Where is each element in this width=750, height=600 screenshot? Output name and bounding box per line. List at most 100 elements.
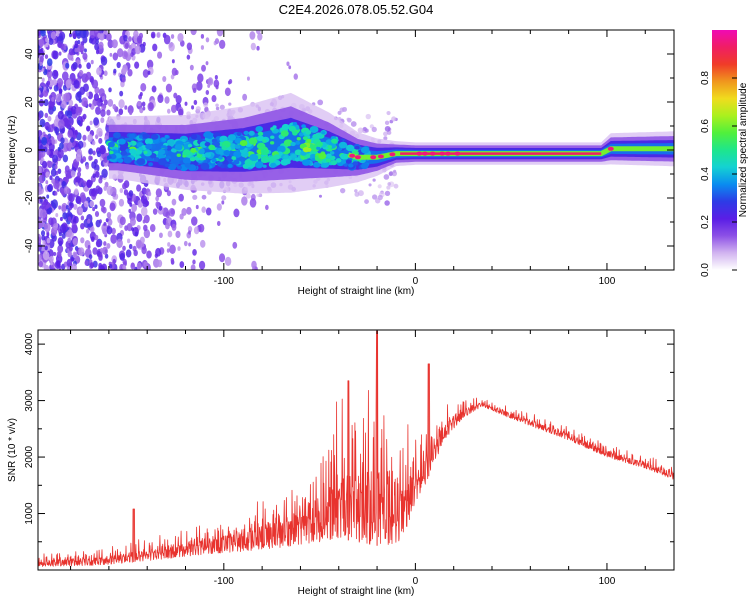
spectrogram-noise-cell	[224, 87, 231, 97]
spectrogram-ridge-cell	[109, 150, 114, 155]
spectrogram-noise-cell	[71, 263, 77, 270]
spectrogram-noise-cell	[245, 193, 252, 199]
spectrogram-noise-cell	[45, 42, 49, 48]
spectrogram-noise-cell	[88, 103, 92, 108]
spectrogram-noise-cell	[101, 95, 106, 101]
spectrogram-ridge-cell	[182, 157, 191, 165]
spectrogram-ridge-cell	[256, 149, 263, 154]
spectrogram-noise-cell	[81, 97, 88, 107]
spectrogram-noise-cell	[64, 165, 70, 173]
spectrogram-noise-cell	[170, 104, 177, 114]
spectrogram-noise-cell	[38, 242, 42, 252]
spectrogram-ridge-cell	[352, 161, 359, 166]
spectrogram-ridge-cell	[203, 131, 213, 139]
spectrogram-ridge-cell	[200, 162, 210, 170]
colorbar-tick-label: 0.6	[700, 119, 711, 133]
spectrogram-ridge-cell	[231, 156, 237, 160]
spectrogram-noise-cell	[89, 120, 93, 126]
spectrogram-noise-cell	[102, 246, 108, 255]
spectrogram-noise-cell	[46, 58, 53, 67]
spectrogram-noise-cell	[51, 69, 59, 80]
spectrogram-noise-cell	[45, 180, 49, 185]
spectrogram-noise-cell	[87, 134, 93, 143]
spectrogram-noise-cell	[195, 204, 199, 210]
spectrogram-noise-cell	[89, 30, 96, 39]
spectrogram-noise-cell	[101, 168, 108, 178]
spectrogram-noise-cell	[242, 93, 248, 101]
spectrogram-hot-spot	[370, 155, 377, 160]
spectrogram-noise-cell	[86, 62, 91, 70]
spectrogram-hot-spot	[349, 153, 356, 158]
spectrogram-noise-cell	[88, 148, 94, 155]
spectrogram-noise-cell	[103, 222, 107, 227]
spectrogram-ridge-cell	[142, 133, 149, 139]
spectrogram-noise-cell	[195, 106, 201, 112]
spectrogram-noise-cell	[77, 167, 82, 173]
spectrogram-noise-cell	[62, 212, 68, 220]
spectrogram-ridge-cell	[298, 132, 305, 137]
spectrogram-noise-cell	[354, 191, 360, 197]
spectrogram-ridge-cell	[255, 125, 264, 133]
spectrogram-noise-cell	[57, 41, 62, 48]
spectrogram-ridge-cell	[248, 137, 258, 145]
spectrogram-ridge-cell	[313, 161, 321, 168]
spectrogram-noise-cell	[72, 62, 78, 70]
spectrogram-noise-cell	[110, 234, 117, 244]
spectrogram-noise-cell	[90, 236, 95, 242]
spectrogram-noise-cell	[58, 51, 62, 56]
figure-title: C2E4.2026.078.05.52.G04	[279, 2, 434, 17]
spectrogram-ridge-cell	[318, 152, 327, 160]
spectrogram-ridge-cell	[129, 148, 137, 155]
spectrogram-noise-cell	[155, 195, 160, 202]
spectrogram-ridge-cell	[189, 157, 196, 162]
spectrogram-noise-cell	[228, 102, 232, 106]
spectrogram-noise-cell	[106, 185, 114, 196]
spectrogram-noise-cell	[188, 230, 191, 235]
spectrogram-noise-cell	[55, 131, 59, 136]
spectrogram-ridge-cell	[113, 132, 121, 139]
spectrogram-noise-cell	[48, 124, 54, 133]
spectrogram-ridge-cell	[158, 158, 167, 166]
spectrogram-ridge-cell	[256, 142, 266, 150]
spectrogram-noise-cell	[127, 105, 134, 114]
spectrogram-noise-cell	[163, 34, 171, 45]
spectrogram-noise-cell	[111, 39, 118, 49]
spectrogram-noise-cell	[190, 264, 196, 270]
spectrogram-noise-cell	[365, 113, 371, 120]
spectrogram-noise-cell	[86, 228, 90, 234]
spectrogram-noise-cell	[201, 194, 207, 200]
spectrogram-noise-cell	[85, 164, 90, 170]
spectrogram-noise-cell	[82, 134, 87, 141]
spectrogram-noise-cell	[65, 79, 72, 89]
spectrogram-noise-cell	[372, 194, 378, 200]
spectrogram-noise-cell	[63, 45, 67, 50]
spectrogram-noise-cell	[39, 56, 44, 63]
spectrogram-ridge-cell	[309, 126, 319, 134]
spectrogram-noise-cell	[192, 259, 196, 265]
spectrogram-ridge-cell	[346, 144, 355, 152]
spectrogram-noise-cell	[78, 97, 82, 103]
spectrogram-ridge-cell	[220, 164, 226, 169]
spectrogram-noise-cell	[139, 107, 144, 114]
spectrogram-noise-cell	[44, 222, 51, 233]
spectrogram-noise-cell	[98, 41, 104, 49]
spectrogram-noise-cell	[177, 32, 184, 42]
spectrogram-noise-cell	[195, 81, 203, 91]
spectrogram-noise-cell	[102, 206, 107, 214]
spectrogram-noise-cell	[383, 136, 388, 141]
spectrogram-noise-cell	[159, 232, 163, 239]
spectrogram-noise-cell	[98, 177, 103, 184]
spectrogram-ridge-cell	[190, 147, 197, 153]
spectrogram-noise-cell	[83, 200, 89, 208]
colorbar-ticks: 0.0 0.2 0.4 0.6 0.8	[700, 71, 737, 277]
spectrogram-noise-cell	[121, 76, 126, 83]
spectrogram-noise-cell	[38, 218, 44, 229]
spectrogram-noise-cell	[41, 201, 47, 208]
spectrogram-noise-cell	[84, 260, 89, 266]
spectrogram-noise-cell	[75, 176, 81, 184]
spectrogram-ridge-cell	[296, 137, 301, 141]
spectrogram-noise-cell	[205, 61, 209, 66]
spectrogram-noise-cell	[78, 207, 83, 214]
spectrogram-noise-cell	[189, 64, 194, 71]
spectrogram-ridge-cell	[170, 148, 177, 153]
